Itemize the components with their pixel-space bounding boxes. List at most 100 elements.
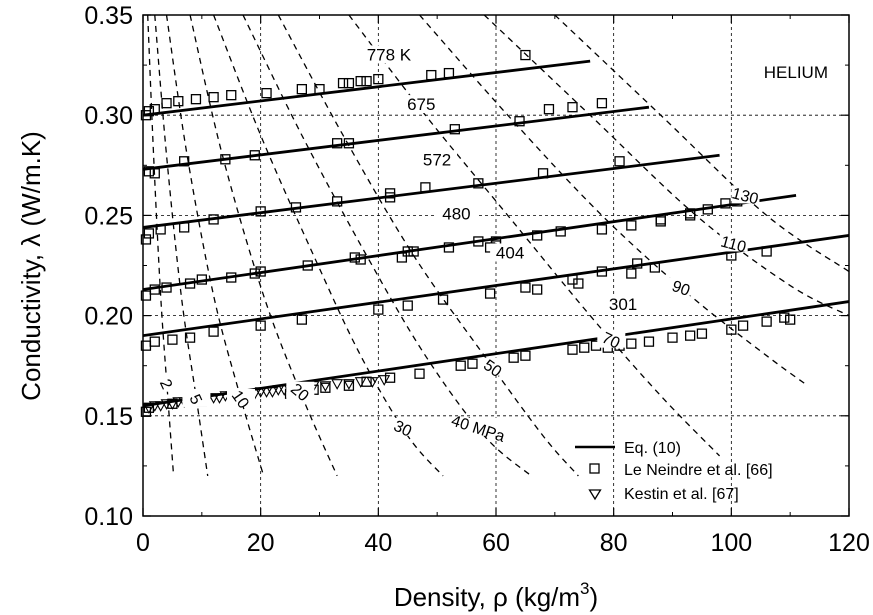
le-neindre-point: [484, 288, 496, 299]
kestin-point: [366, 377, 379, 388]
y-tick-label: 0.25: [84, 202, 133, 230]
le-neindre-point: [226, 90, 237, 101]
le-neindre-point: [543, 104, 555, 115]
y-tick-label: 0.20: [84, 303, 133, 331]
le-neindre-point: [143, 166, 155, 177]
isobar-label-bg: [152, 373, 181, 392]
legend-label-le-neindre: Le Neindre et al. [66]: [624, 462, 773, 479]
le-neindre-point: [220, 154, 231, 165]
le-neindre-point: [532, 230, 543, 241]
le-neindre-point: [261, 88, 272, 99]
le-neindre-point: [161, 98, 172, 109]
isotherm-label-bg: [490, 243, 531, 262]
le-neindre-point: [649, 262, 660, 273]
isotherm-label: 404: [496, 243, 524, 262]
isobar-curve: [154, 15, 209, 477]
le-neindre-point: [696, 328, 708, 339]
isobar-label: 90: [670, 278, 693, 300]
le-neindre-point: [655, 216, 666, 227]
le-neindre-point: [667, 332, 678, 343]
le-neindre-point: [567, 102, 578, 113]
le-neindre-point: [779, 312, 790, 323]
isotherm-label: 572: [423, 151, 451, 170]
le-neindre-point: [408, 246, 419, 257]
isobar-curve: [189, 15, 338, 477]
le-neindre-point: [626, 338, 637, 349]
kestin-point: [142, 403, 155, 414]
isobar-label-bg: [597, 329, 626, 348]
le-neindre-point: [208, 92, 219, 103]
kestin-point: [172, 397, 185, 408]
le-neindre-point: [302, 260, 313, 271]
le-neindre-point: [720, 198, 731, 209]
le-neindre-point: [331, 138, 343, 149]
le-neindre-point: [626, 268, 637, 279]
le-neindre-point: [402, 300, 413, 311]
le-neindre-point: [149, 336, 160, 347]
le-neindre-point: [737, 320, 749, 331]
le-neindre-point: [414, 368, 425, 379]
le-neindre-point: [555, 226, 566, 237]
le-neindre-point: [355, 254, 366, 265]
le-neindre-point: [596, 266, 608, 277]
le-neindre-point: [143, 228, 155, 239]
x-tick-label: 40: [364, 529, 392, 557]
le-neindre-point: [249, 150, 260, 161]
le-neindre-point: [255, 266, 266, 277]
le-neindre-point: [184, 332, 196, 343]
isotherm-label-bg: [401, 95, 442, 114]
le-neindre-point: [443, 67, 455, 79]
le-neindre-point: [296, 83, 308, 95]
le-neindre-point: [508, 352, 519, 363]
legend-triangle-marker: [588, 489, 602, 501]
le-neindre-point: [567, 344, 578, 355]
isotherm-label: 301: [609, 295, 637, 314]
x-axis-label: Density, ρ (kg/m3): [394, 579, 598, 612]
le-neindre-point: [320, 382, 331, 393]
isotherm-label: 675: [407, 95, 435, 114]
isotherm-curve: [143, 105, 650, 171]
isobar-curve: [483, 15, 849, 317]
kestin-point: [254, 387, 267, 398]
le-neindre-point: [685, 210, 696, 221]
kestin-point: [319, 381, 332, 392]
le-neindre-point: [226, 272, 237, 283]
le-neindre-point: [343, 138, 355, 149]
isobar-label-bg: [227, 388, 256, 407]
kestin-point: [331, 379, 344, 390]
x-tick-label: 120: [828, 529, 870, 557]
axis-ticks: [142, 14, 850, 517]
legend-label-kestin: Kestin et al. [67]: [624, 486, 739, 503]
x-axis-label-main: Density, ρ (kg/m: [394, 582, 580, 612]
le-neindre-point: [384, 372, 396, 383]
kestin-point: [260, 387, 273, 398]
x-tick-label: 80: [600, 529, 628, 557]
le-neindre-point: [196, 274, 207, 285]
legend-square-marker: [589, 463, 600, 474]
x-axis-label-sup: 3: [580, 579, 589, 598]
le-neindre-point: [149, 284, 160, 295]
isotherm-label-bg: [436, 204, 477, 223]
isobar-label: 30: [391, 418, 414, 441]
kestin-point: [272, 385, 285, 396]
le-neindre-point: [179, 222, 190, 233]
le-neindre-point: [726, 324, 737, 335]
le-neindre-point: [632, 258, 643, 269]
isobar-label-bg: [286, 381, 315, 400]
le-neindre-point: [208, 214, 219, 225]
le-neindre-point: [361, 75, 372, 87]
legend-label-eq10: Eq. (10): [624, 440, 681, 457]
le-neindre-point: [520, 350, 531, 361]
le-neindre-point: [596, 224, 608, 235]
le-neindre-point: [437, 294, 449, 305]
le-neindre-point: [396, 252, 408, 263]
kestin-point: [378, 375, 391, 386]
le-neindre-point: [626, 220, 637, 231]
le-neindre-point: [173, 96, 184, 107]
le-neindre-point: [579, 342, 590, 353]
le-neindre-point: [208, 326, 219, 337]
le-neindre-point: [149, 168, 160, 179]
x-tick-label: 100: [710, 529, 752, 557]
le-neindre-point: [614, 156, 625, 167]
